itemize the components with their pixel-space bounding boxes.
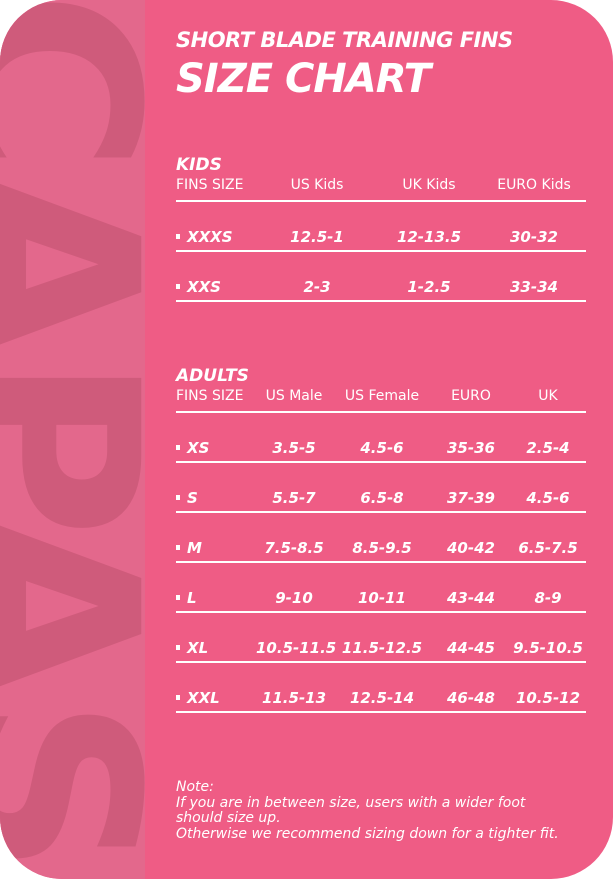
- value-cell: 37-39: [447, 489, 495, 507]
- value-cell: 33-34: [510, 278, 558, 296]
- table-row: XS 3.5-5 4.5-6 35-36 2.5-4: [176, 413, 586, 463]
- size-label: XXL: [187, 689, 220, 707]
- column-header: EURO Kids: [497, 177, 571, 193]
- size-cell: XS: [176, 413, 256, 461]
- value-cell: 4.5-6: [526, 489, 570, 507]
- table-row: XXS 2-3 1-2.5 33-34: [176, 252, 586, 302]
- bullet-icon: [176, 595, 180, 600]
- value-cell: 9-10: [275, 589, 313, 607]
- table-row: XXXS 12.5-1 12-13.5 30-32: [176, 202, 586, 252]
- bullet-icon: [176, 545, 180, 550]
- size-cell: XXS: [176, 252, 258, 300]
- value-cell: 46-48: [447, 689, 495, 707]
- column-header: FINS SIZE: [176, 388, 244, 404]
- kids-header-row: FINS SIZE US Kids UK Kids EURO Kids: [176, 176, 586, 202]
- table-row: S 5.5-7 6.5-8 37-39 4.5-6: [176, 463, 586, 513]
- value-cell: 11.5-12.5: [341, 639, 423, 657]
- column-header: US Female: [344, 388, 420, 404]
- table-row: XXL 11.5-13 12.5-14 46-48 10.5-12: [176, 663, 586, 713]
- column-header: UK Kids: [402, 177, 456, 193]
- value-cell: 5.5-7: [272, 489, 316, 507]
- size-cell: XXXS: [176, 202, 258, 250]
- value-cell: 1-2.5: [407, 278, 451, 296]
- note-line: Otherwise we recommend sizing down for a…: [176, 825, 559, 842]
- value-cell: 10-11: [358, 589, 406, 607]
- side-strip: CAPAS: [0, 0, 145, 879]
- size-cell: M: [176, 513, 256, 561]
- value-cell: 9.5-10.5: [513, 639, 583, 657]
- brand-watermark: CAPAS: [0, 0, 145, 871]
- note-line: If you are in between size, users with a…: [176, 794, 526, 811]
- note: Note: If you are in between size, users …: [176, 779, 596, 842]
- column-header: UK: [538, 388, 558, 404]
- product-title: SHORT BLADE TRAINING FINS: [176, 28, 513, 52]
- adults-section: ADULTS FINS SIZE US Male US Female EURO UK X…: [176, 365, 586, 713]
- note-label: Note:: [176, 779, 214, 795]
- value-cell: 6.5-8: [360, 489, 404, 507]
- size-label: XXXS: [187, 228, 233, 246]
- value-cell: 12.5-1: [290, 228, 344, 246]
- table-row: L 9-10 10-11 43-44 8-9: [176, 563, 586, 613]
- value-cell: 12-13.5: [396, 228, 462, 246]
- value-cell: 7.5-8.5: [264, 539, 324, 557]
- bullet-icon: [176, 445, 180, 450]
- note-line: should size up.: [176, 810, 281, 826]
- value-cell: 8-9: [534, 589, 562, 607]
- bullet-icon: [176, 645, 180, 650]
- value-cell: 2.5-4: [526, 439, 570, 457]
- size-label: M: [187, 539, 202, 557]
- bullet-icon: [176, 495, 180, 500]
- size-label: XL: [187, 639, 209, 657]
- value-cell: 44-45: [447, 639, 495, 657]
- table-row: M 7.5-8.5 8.5-9.5 40-42 6.5-7.5: [176, 513, 586, 563]
- value-cell: 4.5-6: [360, 439, 404, 457]
- size-label: S: [187, 489, 198, 507]
- size-cell: XXL: [176, 663, 256, 711]
- value-cell: 6.5-7.5: [518, 539, 578, 557]
- value-cell: 11.5-13: [261, 689, 327, 707]
- value-cell: 35-36: [447, 439, 495, 457]
- table-row: XL 10.5-11.5 11.5-12.5 44-45 9.5-10.5: [176, 613, 586, 663]
- kids-section: KIDS FINS SIZE US Kids UK Kids EURO Kids XX…: [176, 154, 586, 302]
- bullet-icon: [176, 234, 180, 239]
- value-cell: 40-42: [447, 539, 495, 557]
- bullet-icon: [176, 695, 180, 700]
- column-header: US Male: [265, 388, 323, 404]
- kids-title: KIDS: [176, 155, 222, 175]
- value-cell: 8.5-9.5: [352, 539, 412, 557]
- column-header: US Kids: [290, 177, 344, 193]
- adults-header-row: FINS SIZE US Male US Female EURO UK: [176, 387, 586, 413]
- kids-table-body: XXXS 12.5-1 12-13.5 30-32 XXS 2-3 1-2.5 33-34: [176, 202, 586, 302]
- value-cell: 43-44: [447, 589, 495, 607]
- size-cell: S: [176, 463, 256, 511]
- adults-title: ADULTS: [176, 366, 249, 386]
- size-label: XXS: [187, 278, 221, 296]
- value-cell: 10.5-11.5: [256, 639, 337, 657]
- size-label: XS: [187, 439, 210, 457]
- column-header: FINS SIZE: [176, 177, 244, 193]
- page-title: SIZE CHART: [176, 56, 431, 102]
- adults-table-body: XS 3.5-5 4.5-6 35-36 2.5-4 S 5.5-7 6.5-8 37-39 4.…: [176, 413, 586, 713]
- value-cell: 2-3: [303, 278, 331, 296]
- size-label: L: [187, 589, 197, 607]
- bullet-icon: [176, 284, 180, 289]
- value-cell: 30-32: [510, 228, 558, 246]
- size-cell: L: [176, 563, 256, 611]
- value-cell: 3.5-5: [272, 439, 316, 457]
- size-cell: XL: [176, 613, 256, 661]
- column-header: EURO: [451, 388, 491, 404]
- value-cell: 10.5-12: [515, 689, 581, 707]
- value-cell: 12.5-14: [349, 689, 415, 707]
